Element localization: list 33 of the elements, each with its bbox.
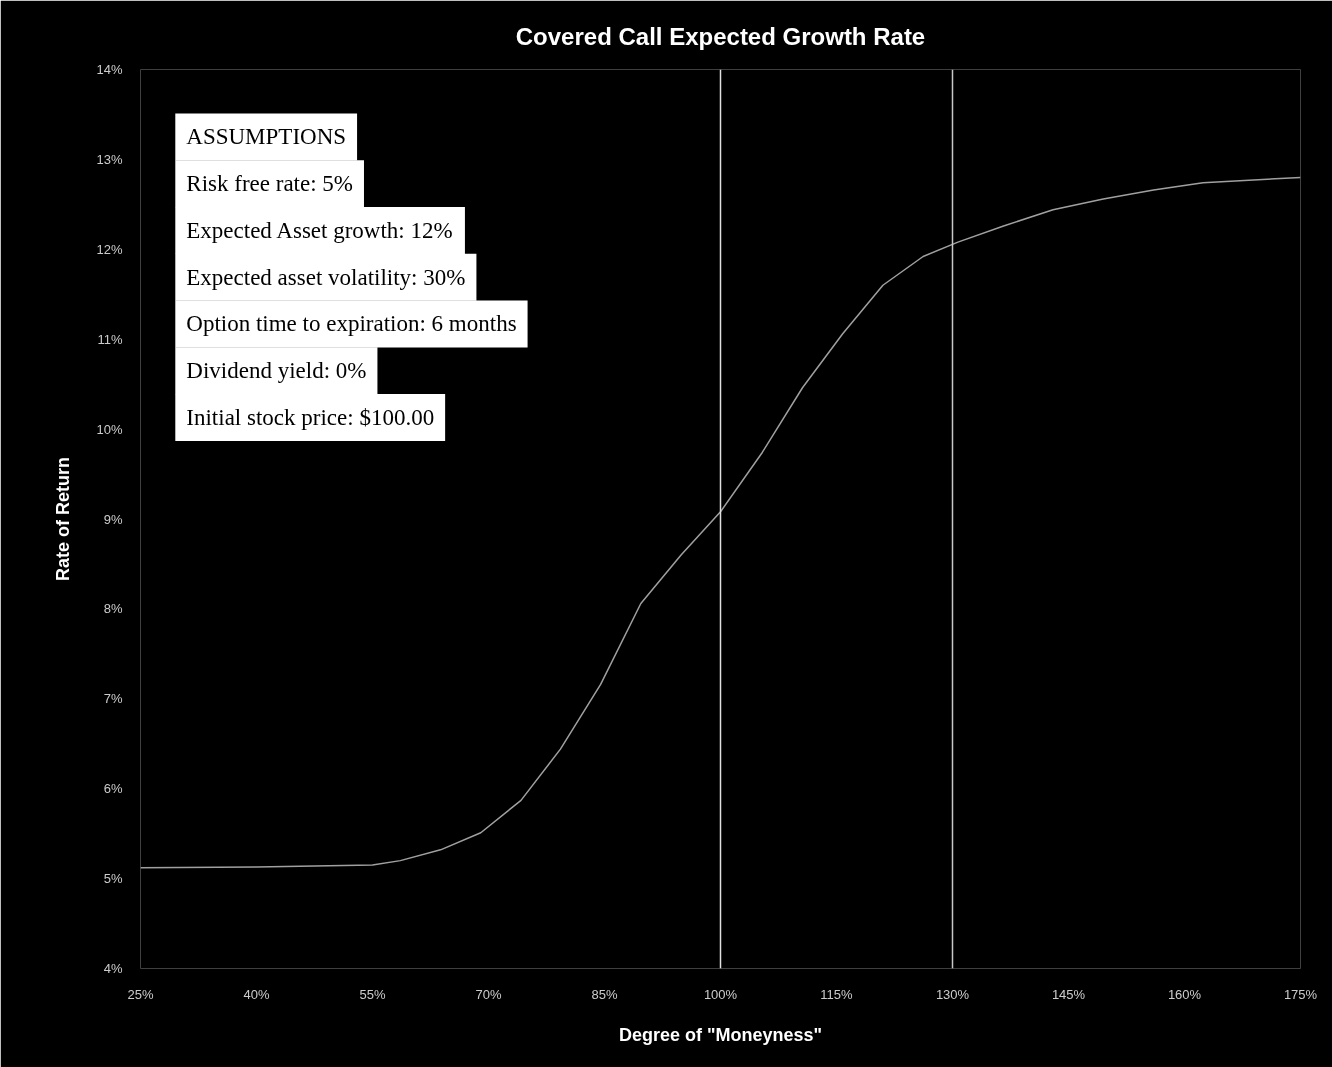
y-axis-title: Rate of Return — [53, 456, 74, 581]
x-tick-label: 25% — [127, 986, 154, 1002]
y-tick-label: 7% — [103, 691, 123, 707]
annotation: Option time to expiration: 6 months — [186, 311, 517, 337]
y-tick-label: 11% — [97, 331, 123, 347]
y-tick-label: 5% — [103, 871, 123, 887]
x-tick-label: 115% — [820, 986, 854, 1002]
annotation: Expected Asset growth: 12% — [186, 217, 453, 243]
y-tick-label: 12% — [96, 241, 123, 257]
x-tick-label: 55% — [359, 986, 386, 1002]
x-tick-label: 70% — [475, 986, 502, 1002]
y-tick-label: 4% — [103, 961, 123, 976]
annotation: Risk free rate: 5% — [186, 171, 353, 197]
y-tick-label: 13% — [96, 151, 123, 167]
y-tick-label: 9% — [103, 511, 123, 527]
y-tick-label: 10% — [96, 421, 123, 437]
x-tick-label: 130% — [935, 986, 970, 1002]
y-tick-label: 8% — [103, 601, 123, 617]
annotation: Expected asset volatility: 30% — [186, 264, 466, 290]
x-tick-label: 160% — [1167, 986, 1202, 1002]
y-tick-label: 6% — [103, 781, 123, 797]
x-tick-label: 40% — [243, 986, 270, 1002]
x-tick-label: 175% — [1283, 986, 1318, 1002]
y-tick-label: 14% — [96, 62, 123, 77]
chart-title: Covered Call Expected Growth Rate — [515, 22, 926, 50]
x-tick-label: 145% — [1051, 986, 1086, 1002]
annotation: ASSUMPTIONS — [186, 124, 347, 150]
annotation: Initial stock price: $100.00 — [186, 404, 435, 430]
annotation: Dividend yield: 0% — [186, 358, 367, 384]
line-series — [140, 176, 1301, 869]
x-tick-label: 85% — [591, 986, 618, 1002]
x-axis-title: Degree of "Moneyness" — [618, 1024, 823, 1045]
x-tick-label: 100% — [703, 986, 738, 1002]
